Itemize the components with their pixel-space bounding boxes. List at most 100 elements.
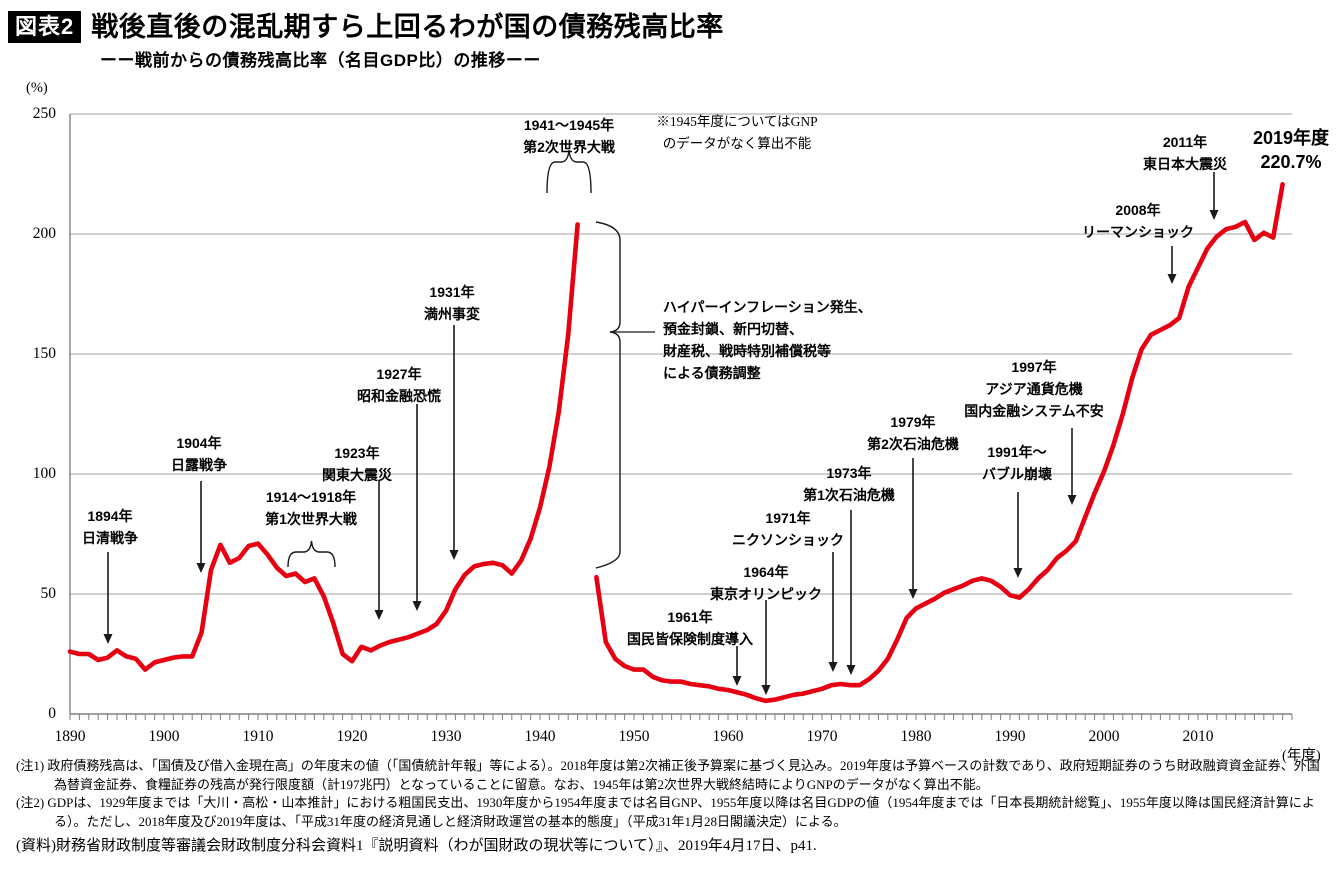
annotation-arrowhead-1894-sino-japanese-war (103, 634, 113, 644)
x-tick-label-1950: 1950 (618, 728, 650, 745)
x-tick-label-1920: 1920 (336, 728, 368, 745)
annotation-line: 1914～1918年 (265, 489, 357, 505)
annotation-line: ニクソンショック (732, 532, 844, 548)
annotation-label-1961-universal-insurance: 1961年国民皆保険制度導入 (627, 606, 753, 650)
annotation-line: 昭和金融恐慌 (357, 388, 441, 404)
footnotes: (注1) 政府債務残高は、「国債及び借入金現在高」の年度末の値（「国債統計年報」… (16, 757, 1332, 871)
annotation-arrowhead-2008-lehman-shock (1167, 274, 1177, 284)
annotation-label-1973-first-oil-crisis: 1973年第1次石油危機 (803, 462, 895, 506)
annotation-label-1997-asian-currency-crisis: 1997年アジア通貨危機国内金融システム不安 (964, 356, 1104, 422)
annotation-line: 1931年 (429, 284, 475, 300)
annotation-line: 1927年 (376, 366, 422, 382)
x-tick-label-1910: 1910 (242, 728, 274, 745)
annotation-arrowhead-1923-great-kanto-earthquake (374, 610, 384, 620)
annotation-line: 日清戦争 (82, 530, 138, 546)
footnote-2: (注2) GDPは、1929年度までは「大川・高松・山本推計」における粗国民支出… (16, 795, 1315, 829)
annotation-label-1904-russo-japanese-war: 1904年 日露戦争 (171, 432, 227, 476)
debt-ratio-line-segment-1 (67, 222, 580, 672)
annotation-label-2011-great-east-japan-earthquake: 2011年東日本大震災 (1143, 131, 1227, 175)
annotation-arrowhead-1973-first-oil-crisis (846, 665, 856, 675)
source-citation: (資料)財務省財政制度等審議会財政制度分科会資料1『説明資料（わが国財政の現状等… (16, 838, 817, 854)
annotation-line: による債務調整 (663, 365, 761, 381)
x-tick-label-1890: 1890 (54, 728, 86, 745)
annotation-line: 1941～1945年 (523, 117, 615, 133)
y-tick-label-150: 150 (32, 345, 56, 362)
x-tick-label-1960: 1960 (712, 728, 744, 745)
x-tick-label-1940: 1940 (524, 728, 556, 745)
y-tick-label-100: 100 (32, 465, 56, 482)
annotation-line: リーマンショック (1082, 224, 1194, 240)
x-axis-unit-label: (年度) (1282, 748, 1321, 764)
annotation-line: 財産税、戦時特別補償税等 (663, 343, 831, 359)
annotation-line: バブル崩壊 (982, 466, 1052, 482)
figure-header: 図表2 戦後直後の混乱期すら上回るわが国の債務残高比率 (8, 11, 724, 44)
annotation-line: 1964年 (743, 564, 789, 580)
annotation-label-1991-bubble-collapse: 1991年～ バブル崩壊 (982, 441, 1052, 485)
annotation-line: アジア通貨危機 (985, 381, 1083, 397)
annotation-arrowhead-1961-universal-insurance (732, 676, 742, 686)
y-tick-label-50: 50 (40, 585, 57, 602)
annotation-arrowhead-1927-showa-financial-crisis (412, 601, 422, 611)
annotation-line: 第1次石油危機 (803, 487, 895, 503)
annotation-line: 預金封鎖、新円切替、 (663, 321, 803, 337)
annotation-line: 第1次世界大戦 (265, 511, 357, 527)
debt-ratio-line-segment-2 (594, 182, 1285, 704)
x-tick-label-1900: 1900 (148, 728, 180, 745)
footnote-1: (注1) 政府債務残高は、「国債及び借入金現在高」の年度末の値（「国債統計年報」… (16, 758, 1320, 792)
annotation-label-1941-wwii: 1941～1945年 第2次世界大戦 (523, 114, 615, 158)
annotation-label-1927-showa-financial-crisis: 1927年昭和金融恐慌 (357, 363, 441, 407)
annotation-arrowhead-1979-second-oil-crisis (908, 589, 918, 599)
annotation-arrowhead-1931-manchurian-incident (449, 550, 459, 560)
annotation-label-2019-end-value: 2019年度 220.7% (1253, 126, 1329, 174)
y-tick-label-0: 0 (48, 705, 56, 722)
annotation-line: 1904年 (176, 435, 222, 451)
annotation-brace-1941-wwii (546, 149, 592, 194)
annotation-line: ※1945年度についてはGNP (656, 114, 818, 129)
annotation-line: 第2次世界大戦 (523, 139, 615, 155)
annotation-line: 満州事変 (424, 306, 480, 322)
annotation-label-1964-tokyo-olympics: 1964年 東京オリンピック (710, 561, 822, 605)
annotation-line: 2008年 (1115, 202, 1161, 218)
annotation-line: 国内金融システム不安 (964, 403, 1104, 419)
figure-number-badge: 図表2 (8, 11, 82, 43)
y-tick-label-250: 250 (32, 105, 56, 122)
y-tick-label-200: 200 (32, 225, 56, 242)
x-tick-label-1930: 1930 (430, 728, 462, 745)
annotation-line: 国民皆保険制度導入 (627, 631, 753, 647)
annotation-line: 1961年 (667, 609, 713, 625)
annotation-line: 1923年 (334, 445, 380, 461)
annotation-line: のデータがなく算出不能 (662, 136, 812, 151)
annotation-label-hyperinflation-debt-adjustment: ハイパーインフレーション発生、 預金封鎖、新円切替、 財産税、戦時特別補償税等 による… (663, 296, 872, 384)
annotation-brace-1914-wwi (287, 540, 336, 568)
annotation-line: 1997年 (1011, 359, 1057, 375)
annotation-label-1971-nixon-shock: 1971年ニクソンショック (732, 507, 844, 551)
x-tick-label-2010: 2010 (1182, 728, 1214, 745)
annotation-line: 関東大震災 (322, 467, 392, 483)
annotation-arrowhead-1964-tokyo-olympics (761, 685, 771, 695)
x-tick-label-1970: 1970 (806, 728, 838, 745)
annotation-label-2008-lehman-shock: 2008年リーマンショック (1082, 199, 1194, 243)
annotation-line: 第2次石油危機 (867, 436, 959, 452)
annotation-label-1914-wwi: 1914～1918年 第1次世界大戦 (265, 486, 357, 530)
annotation-arrowhead-2011-great-east-japan-earthquake (1209, 210, 1219, 220)
annotation-label-1894-sino-japanese-war: 1894年日清戦争 (82, 505, 138, 549)
annotation-line: 1971年 (765, 510, 811, 526)
annotation-line: 1991年～ (987, 444, 1047, 460)
annotation-line: 1894年 (87, 508, 133, 524)
annotation-label-1979-second-oil-crisis: 1979年第2次石油危機 (867, 411, 959, 455)
annotation-line: 2019年度 (1252, 128, 1330, 148)
figure-subtitle: ーー戦前からの債務残高比率（名目GDP比）の推移ーー (100, 51, 541, 70)
figure-title: 戦後直後の混乱期すら上回るわが国の債務残高比率 (91, 12, 724, 42)
annotation-arrowhead-1997-asian-currency-crisis (1067, 495, 1077, 505)
annotation-line: 1979年 (890, 414, 936, 430)
annotation-line: 2011年 (1162, 134, 1208, 150)
annotation-arrowhead-1971-nixon-shock (828, 662, 838, 672)
annotation-line: 東日本大震災 (1143, 156, 1227, 172)
annotation-line: 1973年 (826, 465, 872, 481)
x-tick-label-1980: 1980 (900, 728, 932, 745)
annotation-arrowhead-1904-russo-japanese-war (196, 563, 206, 573)
y-axis-unit-label: (%) (26, 80, 48, 96)
annotation-brace-hyperinflation-debt-adjustment (595, 221, 621, 569)
